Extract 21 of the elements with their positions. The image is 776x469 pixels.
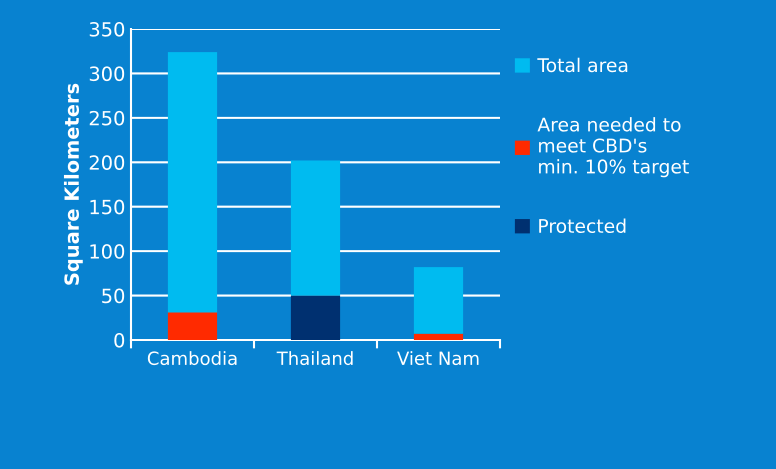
- y-tick-label: 0: [114, 332, 124, 348]
- bar: [168, 52, 218, 312]
- bar: [168, 312, 218, 340]
- bar: [290, 160, 340, 296]
- y-axis-title: Square Kilometers: [64, 84, 83, 285]
- legend-label: Protected: [539, 218, 626, 234]
- bar: [290, 296, 340, 340]
- y-tick-label: 300: [90, 66, 124, 82]
- legend-label: Total area: [537, 58, 628, 72]
- y-tick-label: 350: [90, 22, 124, 37]
- bar: [414, 334, 464, 340]
- y-tick-label: 150: [90, 200, 124, 214]
- x-tick-label: Viet Nam: [397, 351, 478, 366]
- x-tick-label: Cambodia: [148, 351, 237, 366]
- x-tick-label: Thailand: [276, 351, 353, 366]
- y-tick-label: 100: [90, 244, 124, 259]
- y-tick-label: 250: [90, 110, 124, 126]
- y-tick-label: 50: [102, 288, 124, 304]
- bar: [414, 267, 464, 334]
- legend-label: Area needed to meet CBD's min. 10% target: [538, 117, 689, 178]
- y-tick-label: 200: [90, 155, 124, 170]
